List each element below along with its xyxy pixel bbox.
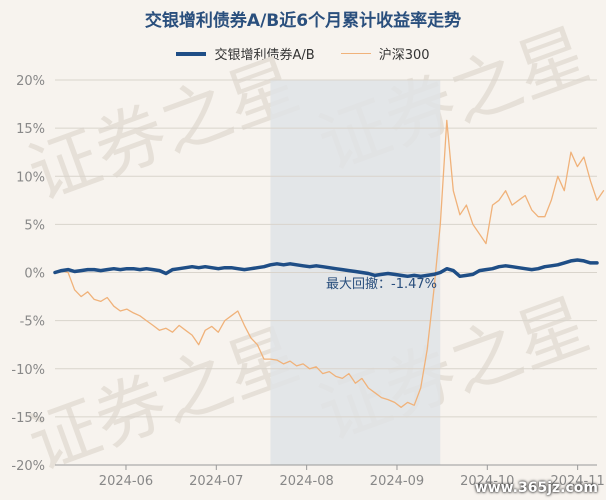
y-tick-label: 5%: [24, 218, 45, 233]
legend-label-fund: 交银增利债券A/B: [214, 48, 315, 63]
legend-item-index[interactable]: 沪深300: [340, 44, 430, 63]
watermark-url: www.365jz.com: [474, 480, 598, 496]
y-tick-label: -5%: [20, 315, 45, 330]
series-line-index: [54, 119, 605, 408]
legend-item-fund[interactable]: 交银增利债券A/B: [176, 44, 315, 63]
x-tick-label: 2024-10: [460, 474, 514, 489]
legend-swatch-index: [340, 53, 371, 54]
x-tick-label: 2024-09: [370, 474, 424, 489]
y-tick-label: 0%: [24, 267, 45, 282]
y-tick-label: -20%: [11, 459, 45, 474]
y-tick-label: -10%: [11, 363, 45, 378]
grid-lines: [55, 79, 597, 466]
max-drawdown-label: 最大回撤：-1.47%: [326, 276, 437, 292]
y-tick-label: 10%: [16, 170, 45, 185]
x-tick-label: 2024-07: [189, 474, 243, 489]
annotation-layer: 最大回撤：-1.47%: [326, 276, 437, 292]
chart-title: 交银增利债券A/B近6个月累计收益率走势: [144, 11, 462, 31]
y-axis-ticks: 20% 15% 10% 5% 0% -5% -10% -15% -20%: [11, 74, 45, 474]
series-lines: [53, 119, 605, 408]
watermark-text: 证券之星: [18, 313, 309, 486]
x-axis-ticks: 2024-06 2024-07 2024-08 2024-09 2024-10 2024-…: [99, 465, 605, 489]
series-line-fund: [53, 258, 599, 279]
legend-swatch-fund: [176, 51, 207, 56]
watermark-text: 证券之星: [18, 43, 309, 216]
x-tick-label: 2024-06: [99, 474, 153, 489]
y-tick-label: 20%: [16, 74, 45, 89]
x-tick-label: 2024-11: [550, 474, 604, 489]
y-tick-label: 15%: [16, 122, 45, 137]
chart-legend: 交银增利债券A/B 沪深300: [0, 44, 606, 63]
y-tick-label: -15%: [11, 411, 45, 426]
legend-label-index: 沪深300: [378, 48, 430, 63]
x-tick-label: 2024-08: [279, 474, 333, 489]
